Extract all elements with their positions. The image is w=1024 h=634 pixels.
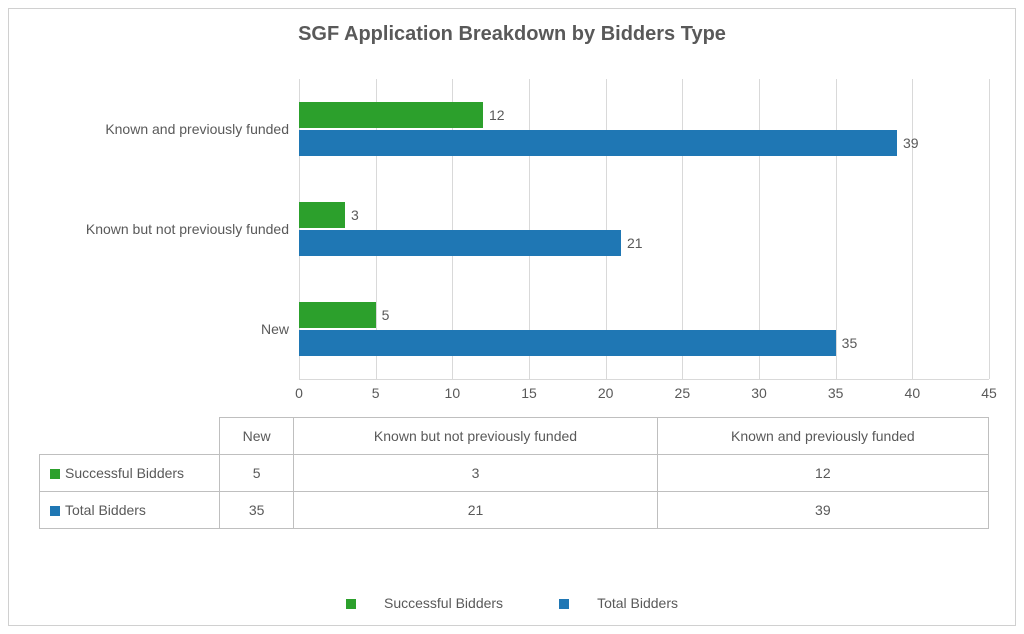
- legend-marker: [346, 599, 356, 609]
- bar-value-label: 21: [621, 235, 643, 251]
- category-label: Known but not previously funded: [19, 221, 289, 237]
- x-tick-label: 5: [372, 385, 380, 401]
- table-row-label: Successful Bidders: [65, 465, 184, 481]
- legend-marker: [559, 599, 569, 609]
- table-column-header: Known but not previously funded: [294, 418, 657, 455]
- table-cell: 5: [220, 455, 294, 492]
- legend-item: Total Bidders: [545, 595, 692, 611]
- x-tick-label: 35: [828, 385, 844, 401]
- table-cell: 12: [657, 455, 988, 492]
- legend: Successful Bidders Total Bidders: [9, 595, 1015, 611]
- gridline: [989, 79, 990, 379]
- table-cell: 21: [294, 492, 657, 529]
- bar: 12: [299, 102, 483, 128]
- table-cell: 39: [657, 492, 988, 529]
- bar: 21: [299, 230, 621, 256]
- bar-value-label: 5: [376, 307, 390, 323]
- bar-value-label: 12: [483, 107, 505, 123]
- category-group: Known and previously funded1239: [299, 84, 989, 174]
- table-corner-cell: [40, 418, 220, 455]
- bar: 39: [299, 130, 897, 156]
- bar-value-label: 3: [345, 207, 359, 223]
- category-group: Known but not previously funded321: [299, 184, 989, 274]
- table-column-header: Known and previously funded: [657, 418, 988, 455]
- bar: 35: [299, 330, 836, 356]
- table-row-header: Successful Bidders: [40, 455, 220, 492]
- chart-container: SGF Application Breakdown by Bidders Typ…: [8, 8, 1016, 626]
- table-row-label: Total Bidders: [65, 502, 146, 518]
- chart-title: SGF Application Breakdown by Bidders Typ…: [9, 9, 1015, 56]
- x-tick-label: 40: [905, 385, 921, 401]
- plot-area: Known and previously funded1239 Known but…: [299, 79, 989, 379]
- x-tick-label: 10: [445, 385, 461, 401]
- data-table: NewKnown but not previously fundedKnown …: [39, 417, 989, 529]
- x-axis: 051015202530354045: [299, 379, 989, 409]
- legend-marker: [50, 469, 60, 479]
- legend-label: Successful Bidders: [384, 595, 503, 611]
- table-cell: 3: [294, 455, 657, 492]
- table-row-header: Total Bidders: [40, 492, 220, 529]
- x-tick-label: 15: [521, 385, 537, 401]
- bar: 5: [299, 302, 376, 328]
- legend-label: Total Bidders: [597, 595, 678, 611]
- x-axis-line: [299, 379, 989, 380]
- legend-item: Successful Bidders: [332, 595, 517, 611]
- x-tick-label: 20: [598, 385, 614, 401]
- category-group: New535: [299, 284, 989, 374]
- bar-value-label: 35: [836, 335, 858, 351]
- x-tick-label: 45: [981, 385, 997, 401]
- table-column-header: New: [220, 418, 294, 455]
- x-tick-label: 25: [675, 385, 691, 401]
- category-label: New: [19, 321, 289, 337]
- x-tick-label: 30: [751, 385, 767, 401]
- category-label: Known and previously funded: [19, 121, 289, 137]
- bar-value-label: 39: [897, 135, 919, 151]
- table-cell: 35: [220, 492, 294, 529]
- bar: 3: [299, 202, 345, 228]
- x-tick-label: 0: [295, 385, 303, 401]
- legend-marker: [50, 506, 60, 516]
